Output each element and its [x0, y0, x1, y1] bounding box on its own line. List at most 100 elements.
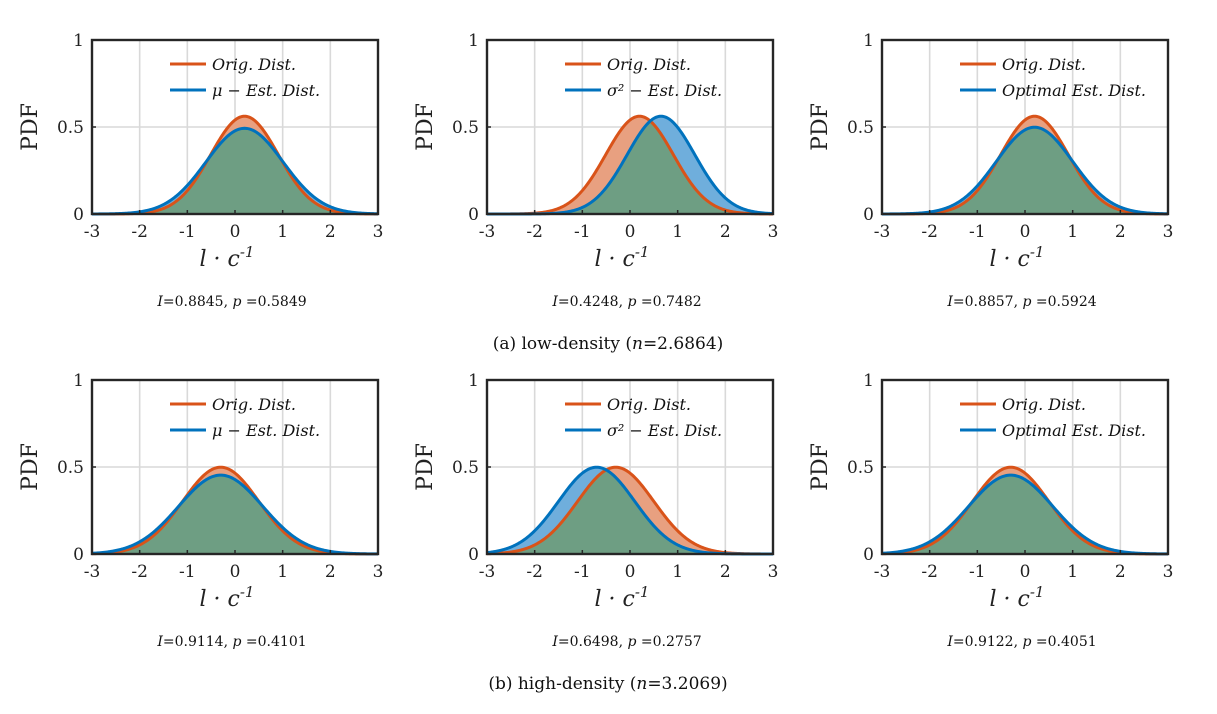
x-tick-label: -1 — [969, 222, 986, 242]
x-tick-label: 0 — [625, 222, 636, 242]
stat-line: I=0.6498, p =0.2757 — [551, 634, 701, 650]
panel-b1: -3 -2 -1 0 1 2 3 0 0.5 1 PDF l · c-1 Orig. Dist. μ − … — [18, 371, 383, 650]
y-tick-label: 0 — [468, 545, 479, 565]
legend-est-label: σ² − Est. Dist. — [607, 421, 722, 440]
y-tick-label: 1 — [73, 31, 84, 51]
x-tick-label: 1 — [1067, 222, 1078, 242]
x-tick-label: -3 — [874, 562, 891, 582]
x-tick-label: 0 — [1020, 222, 1031, 242]
x-tick-label: -3 — [84, 562, 101, 582]
y-tick-label: 0 — [863, 205, 874, 225]
x-tick-label: 3 — [768, 222, 779, 242]
x-axis-label: l · c-1 — [200, 243, 255, 272]
y-tick-label: 0 — [73, 545, 84, 565]
x-tick-label: 1 — [672, 562, 683, 582]
x-axis-label: l · c-1 — [595, 243, 650, 272]
legend-est-label: μ − Est. Dist. — [212, 421, 320, 440]
y-tick-label: 0.5 — [847, 458, 874, 478]
x-tick-label: 3 — [373, 562, 384, 582]
x-tick-label: -1 — [179, 222, 196, 242]
x-tick-label: -3 — [84, 222, 101, 242]
x-tick-label: 3 — [1163, 222, 1174, 242]
panel-a1: -3 -2 -1 0 1 2 3 0 0.5 1 PDF l · c-1 Orig. Dist. μ − … — [18, 31, 383, 310]
stat-line: I=0.8845, p =0.5849 — [156, 294, 306, 310]
x-tick-label: -1 — [574, 562, 591, 582]
panel-a3: -3 -2 -1 0 1 2 3 0 0.5 1 PDF l · c-1 Orig. Dist. Opti… — [808, 31, 1173, 310]
y-tick-label: 1 — [73, 371, 84, 391]
x-tick-label: -1 — [179, 562, 196, 582]
overlap-fill — [882, 127, 1168, 214]
y-axis-label: PDF — [808, 443, 833, 491]
y-tick-label: 1 — [863, 371, 874, 391]
caption-b: (b) high-density (n=3.2069) — [488, 674, 727, 694]
legend-orig-label: Orig. Dist. — [607, 395, 691, 414]
y-tick-label: 0.5 — [57, 458, 84, 478]
y-tick-label: 0.5 — [452, 118, 479, 138]
x-axis-label: l · c-1 — [990, 583, 1045, 612]
x-tick-label: -2 — [526, 222, 543, 242]
x-tick-label: -1 — [574, 222, 591, 242]
x-tick-label: -2 — [526, 562, 543, 582]
overlap-fill — [92, 128, 378, 214]
caption-a: (a) low-density (n=2.6864) — [493, 334, 724, 354]
legend-est-label: μ − Est. Dist. — [212, 81, 320, 100]
overlap-fill — [92, 475, 378, 554]
legend-orig-label: Orig. Dist. — [1002, 55, 1086, 74]
x-tick-label: 3 — [373, 222, 384, 242]
x-tick-label: -1 — [969, 562, 986, 582]
x-tick-label: 0 — [230, 562, 241, 582]
y-tick-label: 0.5 — [452, 458, 479, 478]
x-tick-label: 3 — [1163, 562, 1174, 582]
x-tick-label: 2 — [325, 222, 336, 242]
y-tick-label: 0.5 — [847, 118, 874, 138]
x-tick-label: -3 — [479, 222, 496, 242]
x-tick-label: -2 — [131, 562, 148, 582]
y-axis-label: PDF — [18, 103, 43, 151]
x-tick-label: 3 — [768, 562, 779, 582]
legend-orig-label: Orig. Dist. — [212, 55, 296, 74]
legend-orig-label: Orig. Dist. — [607, 55, 691, 74]
x-tick-label: 0 — [1020, 562, 1031, 582]
x-tick-label: 0 — [625, 562, 636, 582]
y-axis-label: PDF — [413, 443, 438, 491]
panel-b3: -3 -2 -1 0 1 2 3 0 0.5 1 PDF l · c-1 Orig. Dist. Opti… — [808, 371, 1173, 650]
x-tick-label: -3 — [874, 222, 891, 242]
y-tick-label: 0.5 — [57, 118, 84, 138]
x-tick-label: 2 — [1115, 222, 1126, 242]
y-tick-label: 0 — [73, 205, 84, 225]
overlap-fill — [487, 121, 773, 214]
y-axis-label: PDF — [808, 103, 833, 151]
legend-est-label: σ² − Est. Dist. — [607, 81, 722, 100]
y-tick-label: 1 — [468, 371, 479, 391]
y-tick-label: 0 — [468, 205, 479, 225]
legend-orig-label: Orig. Dist. — [1002, 395, 1086, 414]
y-tick-label: 0 — [863, 545, 874, 565]
x-tick-label: 1 — [1067, 562, 1078, 582]
legend-est-label: Optimal Est. Dist. — [1002, 421, 1146, 440]
overlap-fill — [882, 475, 1168, 554]
y-axis-label: PDF — [18, 443, 43, 491]
x-tick-label: -3 — [479, 562, 496, 582]
x-axis-label: l · c-1 — [595, 583, 650, 612]
stat-line: I=0.9114, p =0.4101 — [156, 634, 306, 650]
x-tick-label: 1 — [277, 562, 288, 582]
x-tick-label: 2 — [325, 562, 336, 582]
legend-orig-label: Orig. Dist. — [212, 395, 296, 414]
panel-b2: -3 -2 -1 0 1 2 3 0 0.5 1 PDF l · c-1 Orig. Dist. σ² −… — [413, 371, 778, 650]
x-axis-label: l · c-1 — [200, 583, 255, 612]
stat-line: I=0.9122, p =0.4051 — [946, 634, 1096, 650]
panel-a2: -3 -2 -1 0 1 2 3 0 0.5 1 PDF l · c-1 Orig. Dist. σ² −… — [413, 31, 778, 310]
x-tick-label: 0 — [230, 222, 241, 242]
x-tick-label: -2 — [921, 562, 938, 582]
y-tick-label: 1 — [863, 31, 874, 51]
y-axis-label: PDF — [413, 103, 438, 151]
x-tick-label: 2 — [720, 222, 731, 242]
stat-line: I=0.8857, p =0.5924 — [946, 294, 1096, 310]
y-tick-label: 1 — [468, 31, 479, 51]
x-tick-label: -2 — [131, 222, 148, 242]
x-tick-label: -2 — [921, 222, 938, 242]
overlap-fill — [487, 469, 773, 554]
x-tick-label: 1 — [672, 222, 683, 242]
stat-line: I=0.4248, p =0.7482 — [551, 294, 701, 310]
